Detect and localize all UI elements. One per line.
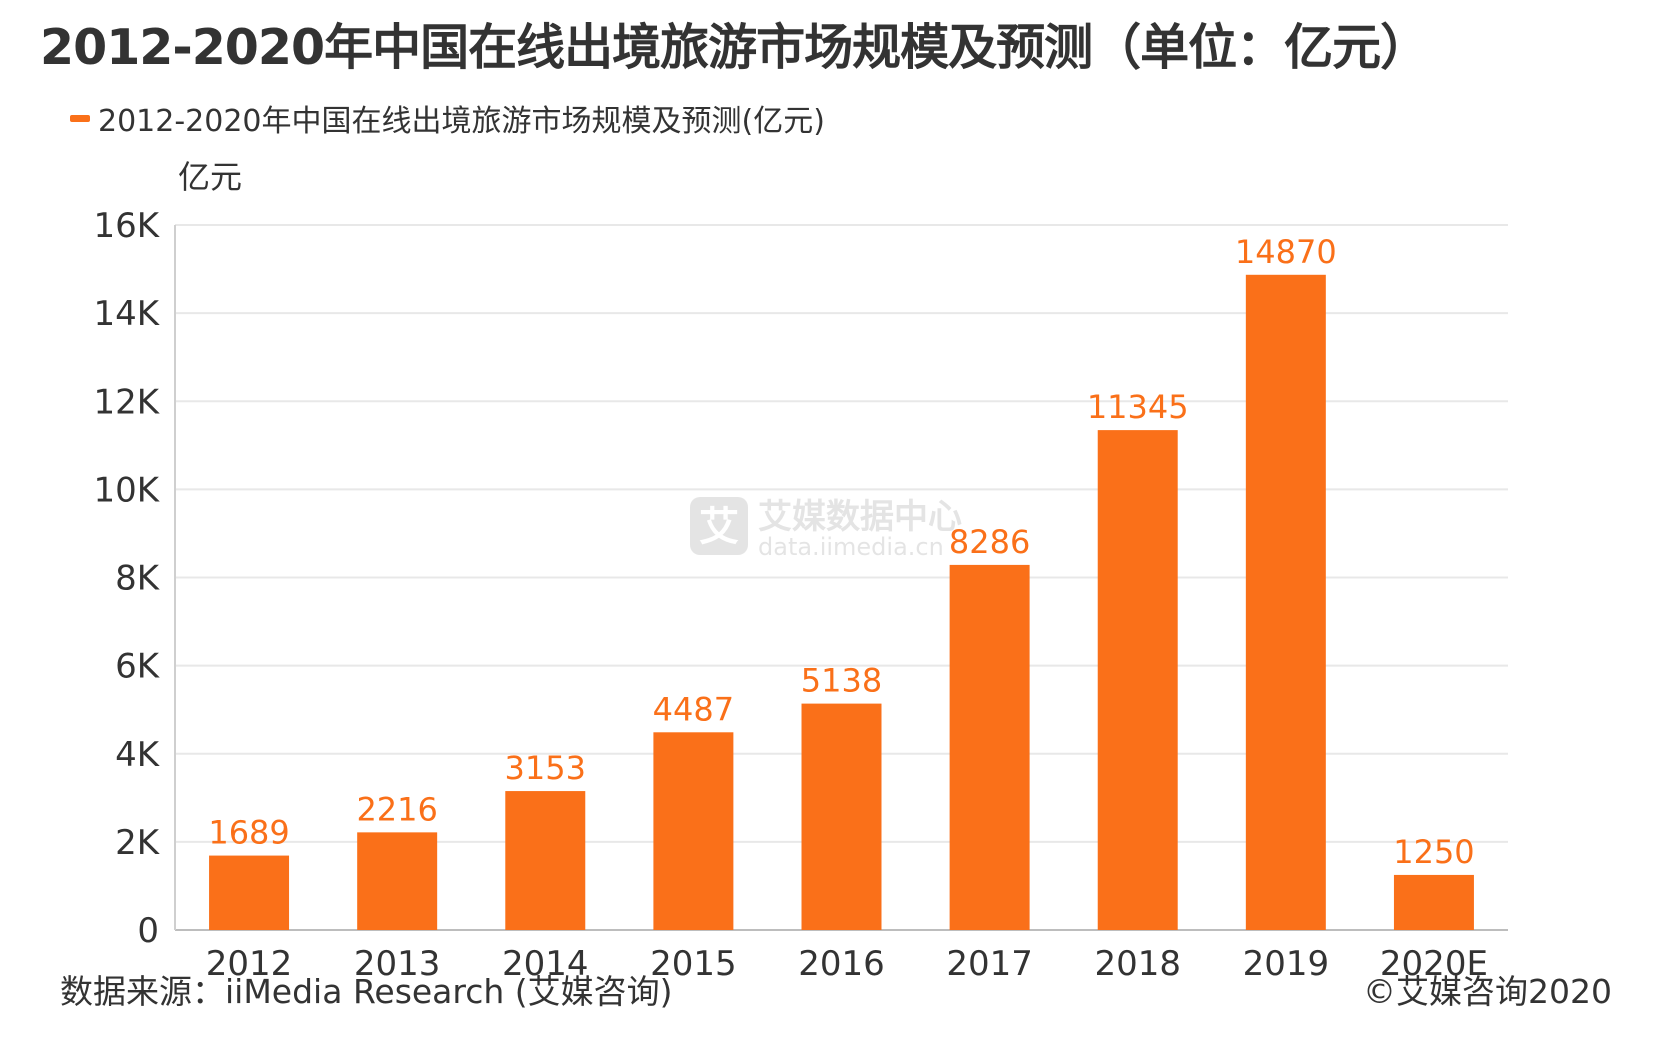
x-axis: 2012 2013 2014 2015 2016 2017 2018 2019 2020E xyxy=(206,944,1488,984)
bar-2017 xyxy=(949,564,1030,930)
data-label-2017: 8286 xyxy=(949,523,1030,561)
y-tick-label: 2K xyxy=(115,823,161,863)
data-label-2016: 5138 xyxy=(801,662,882,700)
legend-swatch xyxy=(70,114,90,122)
x-tick-label-2014: 2014 xyxy=(502,944,589,984)
x-tick-label-2018: 2018 xyxy=(1094,944,1181,984)
y-tick-label: 10K xyxy=(93,470,160,510)
y-axis-title: 亿元 xyxy=(178,158,242,196)
y-tick-label: 4K xyxy=(115,735,161,775)
bar-2019 xyxy=(1245,274,1326,930)
bar-2020E xyxy=(1393,874,1474,930)
y-tick-label: 6K xyxy=(115,647,161,687)
legend-label: 2012-2020年中国在线出境旅游市场规模及预测(亿元) xyxy=(98,104,825,139)
y-tick-label: 8K xyxy=(115,559,161,599)
x-tick-label-2016: 2016 xyxy=(798,944,885,984)
bar-2012 xyxy=(209,855,290,930)
watermark: 艾 艾媒数据中心 data.iimedia.cn xyxy=(690,497,962,561)
bar-series: 1689 2216 3153 4487 5138 8286 11345 14870 1250 xyxy=(208,233,1475,930)
data-label-2020E: 1250 xyxy=(1393,833,1474,871)
data-label-2012: 1689 xyxy=(208,814,289,852)
x-tick-label-2013: 2013 xyxy=(354,944,441,984)
bar-2016 xyxy=(801,703,882,930)
data-label-2015: 4487 xyxy=(653,690,734,728)
x-tick-label-2019: 2019 xyxy=(1243,944,1330,984)
y-tick-label: 16K xyxy=(93,206,160,246)
legend[interactable]: 2012-2020年中国在线出境旅游市场规模及预测(亿元) xyxy=(70,96,825,140)
bar-2015 xyxy=(653,732,734,930)
x-tick-label-2017: 2017 xyxy=(946,944,1033,984)
y-tick-label: 0 xyxy=(137,911,159,951)
source-note: 数据来源：iiMedia Research (艾媒咨询) xyxy=(60,972,673,1011)
data-label-2014: 3153 xyxy=(505,749,586,787)
data-label-2013: 2216 xyxy=(356,790,437,828)
watermark-logo-glyph: 艾 xyxy=(699,504,739,550)
x-tick-label-2015: 2015 xyxy=(650,944,737,984)
copyright: ©艾媒咨询2020 xyxy=(1363,972,1612,1011)
chart-title: 2012-2020年中国在线出境旅游市场规模及预测（单位：亿元） xyxy=(40,19,1429,76)
bar-2013 xyxy=(357,832,438,930)
watermark-url: data.iimedia.cn xyxy=(758,533,944,561)
watermark-logo xyxy=(690,497,748,555)
y-tick-label: 12K xyxy=(93,382,160,422)
data-label-2018: 11345 xyxy=(1087,388,1189,426)
x-tick-label-2012: 2012 xyxy=(206,944,293,984)
y-axis: 0 2K 4K 6K 8K 10K 12K 14K 16K xyxy=(93,206,160,951)
y-tick-label: 14K xyxy=(93,294,160,334)
bar-2018 xyxy=(1097,430,1178,930)
data-label-2019: 14870 xyxy=(1235,233,1337,271)
watermark-name: 艾媒数据中心 xyxy=(758,497,962,537)
x-tick-label-2020E: 2020E xyxy=(1380,944,1488,984)
bar-2014 xyxy=(505,791,586,930)
